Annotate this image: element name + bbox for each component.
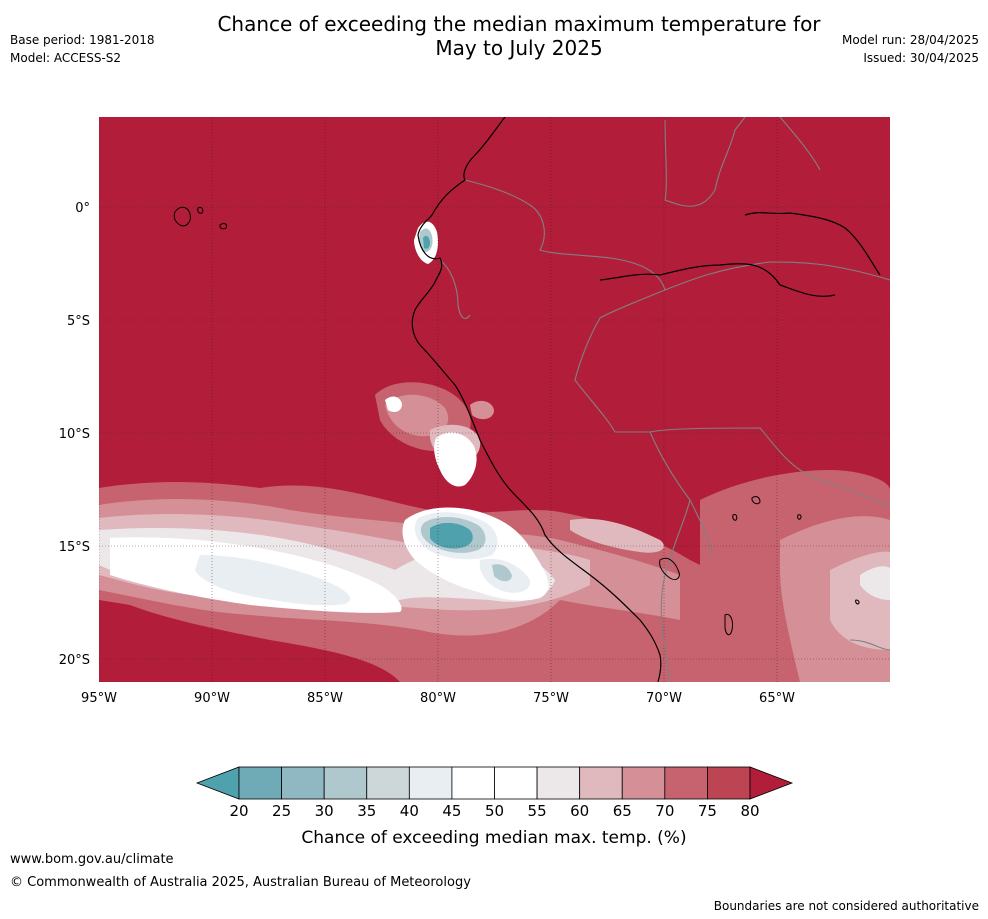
model-run-text: Model run: 28/04/2025 [841, 33, 979, 47]
colorbar-high-extension [749, 766, 794, 800]
colorbar-segment [451, 766, 495, 800]
colorbar-segment [621, 766, 666, 800]
colorbar-segment [664, 766, 708, 800]
colorbar-segment [323, 766, 368, 800]
title-line-2: May to July 2025 [435, 36, 603, 60]
islands-and-lakes [173, 206, 860, 636]
longitude-label: 80°W [420, 691, 456, 706]
longitude-labels: 95°W 90°W 85°W 80°W 75°W 70°W 65°W [81, 691, 795, 706]
longitude-label: 65°W [759, 691, 795, 706]
colorbar-segment [281, 766, 325, 800]
colorbar-segment [238, 766, 282, 800]
colorbar-tick-label: 60 [570, 802, 589, 820]
metadata-left: Base period: 1981-2018 Model: ACCESS-S2 [10, 31, 155, 67]
colorbar-segment [494, 766, 538, 800]
colorbar-tick-label: 45 [442, 802, 461, 820]
colorbar-tick-label: 75 [698, 802, 717, 820]
latitude-label: 10°S [59, 427, 90, 442]
map-panel [99, 117, 890, 682]
colorbar-tick-label: 80 [740, 802, 759, 820]
colorbar-tick-label: 65 [613, 802, 632, 820]
latitude-label: 20°S [59, 653, 90, 668]
longitude-label: 70°W [646, 691, 682, 706]
colorbar-tick-label: 25 [272, 802, 291, 820]
longitude-label: 75°W [533, 691, 569, 706]
longitude-label: 90°W [194, 691, 230, 706]
colorbar-title: Chance of exceeding median max. temp. (%… [301, 828, 686, 848]
contour-20-30 [423, 235, 473, 549]
colorbar-low-extension [195, 766, 240, 800]
colorbar-segment [707, 766, 751, 800]
latitude-label: 0° [75, 201, 90, 216]
boundaries-note: Boundaries are not considered authoritat… [713, 899, 979, 913]
colorbar-tick-label: 20 [229, 802, 248, 820]
colorbar-tick-label: 35 [357, 802, 376, 820]
colorbar: 20 25 30 35 40 45 50 55 60 65 70 75 80 [195, 766, 794, 820]
longitude-label: 95°W [81, 691, 117, 706]
base-period-text: Base period: 1981-2018 [10, 33, 155, 47]
colorbar-tick-label: 55 [528, 802, 547, 820]
latitude-labels: 0° 5°S 10°S 15°S 20°S [59, 201, 90, 668]
latitude-label: 15°S [59, 540, 90, 555]
graticule [99, 117, 890, 682]
copyright-text: © Commonwealth of Australia 2025, Austra… [10, 875, 471, 890]
issued-text: Issued: 30/04/2025 [863, 51, 979, 65]
latitude-label: 5°S [67, 314, 90, 329]
colorbar-tick-label: 70 [655, 802, 674, 820]
map-title: Chance of exceeding the median maximum t… [0, 12, 988, 60]
longitude-label: 85°W [307, 691, 343, 706]
coastline [411, 117, 881, 682]
colorbar-segment [579, 766, 623, 800]
website-link[interactable]: www.bom.gov.au/climate [10, 852, 174, 867]
colorbar-segment [408, 766, 453, 800]
colorbar-segment [536, 766, 581, 800]
colorbar-segment [366, 766, 410, 800]
colorbar-tick-label: 40 [400, 802, 419, 820]
metadata-right: Model run: 28/04/2025 Issued: 30/04/2025 [842, 31, 979, 67]
colorbar-tick-label: 30 [315, 802, 334, 820]
colorbar-tick-label: 50 [485, 802, 504, 820]
model-text: Model: ACCESS-S2 [10, 51, 122, 65]
title-line-1: Chance of exceeding the median maximum t… [217, 12, 821, 36]
